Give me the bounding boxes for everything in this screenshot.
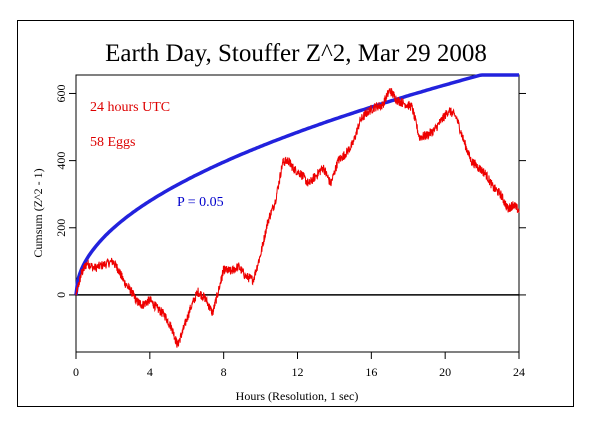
chart-frame [17,20,574,407]
x-tick-label: 12 [292,365,304,379]
x-tick-label: 24 [513,365,525,379]
x-tick-label: 0 [73,365,79,379]
x-tick-label: 8 [221,365,227,379]
y-tick-label: 0 [54,292,68,298]
plot-area [75,74,520,353]
y-tick-label: 600 [54,84,68,102]
x-tick-label: 20 [439,365,451,379]
annotation-hours: 24 hours UTC [90,100,170,115]
x-tick-label: 4 [147,365,153,379]
chart-title: Earth Day, Stouffer Z^2, Mar 29 2008 [105,40,487,67]
annotation-eggs: 58 Eggs [90,135,136,150]
probability-curve [74,73,519,296]
y-tick-label: 400 [54,152,68,170]
y-tick-label: 200 [54,219,68,237]
x-tick-label: 16 [365,365,377,379]
x-axis-label: Hours (Resolution, 1 sec) [236,389,359,403]
y-axis-label: Cumsum (Z^2 - 1) [31,168,45,257]
cumsum-series-line [75,87,520,348]
y-axis-ticks: 0 200 400 600 [54,84,526,298]
x-axis-ticks: 0 4 8 12 16 20 24 [73,352,525,379]
annotation-probability: P = 0.05 [177,195,224,210]
